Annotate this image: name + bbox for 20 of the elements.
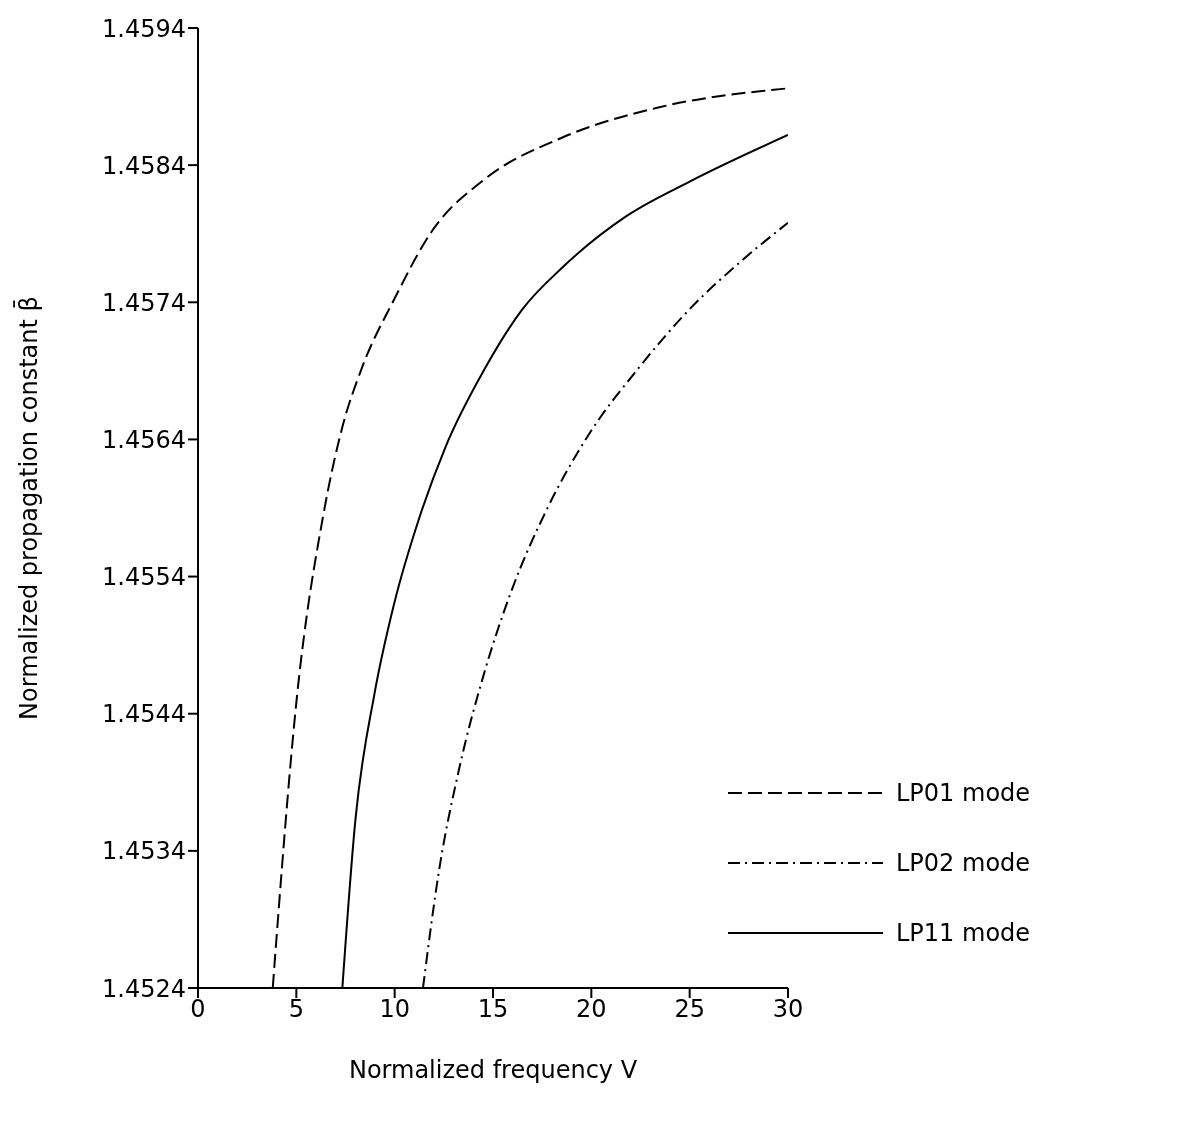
x-tick-label: 25 xyxy=(674,995,705,1024)
x-tick-label: 10 xyxy=(379,995,410,1024)
x-axis-title: Normalized frequency V xyxy=(348,1056,638,1084)
y-tick-label: 1.4534 xyxy=(102,837,186,866)
x-tick-label: 0 xyxy=(190,995,206,1024)
x-tick-label: 20 xyxy=(576,995,607,1024)
y-tick-label: 1.4524 xyxy=(102,974,186,1003)
text: LP11 mode xyxy=(896,919,1031,947)
text: LP01 mode xyxy=(896,779,1031,807)
y-tick-label: 1.4544 xyxy=(102,700,186,729)
y-tick-label: 1.4594 xyxy=(102,14,186,43)
y-axis-title: Normalized propagation constant β̄ xyxy=(13,296,43,720)
x-tick-label: 15 xyxy=(477,995,509,1024)
y-tick-label: 1.4574 xyxy=(102,288,186,317)
y-tick-label: 1.4564 xyxy=(102,425,186,454)
y-tick-label: 1.4554 xyxy=(102,563,186,592)
y-tick-label: 1.4584 xyxy=(102,151,186,180)
text: LP02 mode xyxy=(896,849,1031,877)
x-tick-label: 5 xyxy=(288,995,304,1024)
x-tick-label: 30 xyxy=(772,995,804,1024)
